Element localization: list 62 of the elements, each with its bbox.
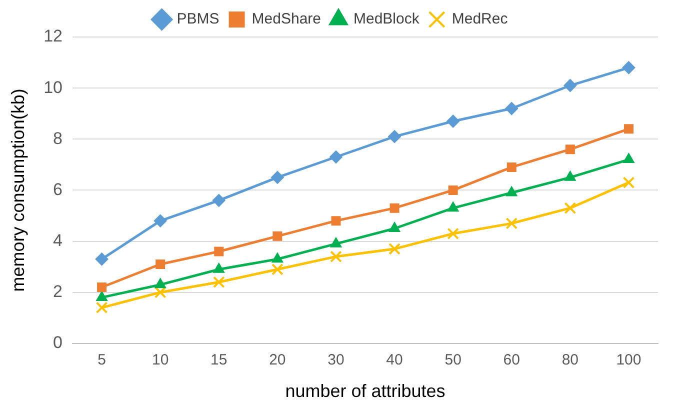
- legend-label: MedBlock: [354, 10, 420, 28]
- x-tick-label: 5: [98, 352, 106, 369]
- point: [331, 216, 341, 226]
- point: [448, 185, 458, 195]
- point: [446, 114, 460, 128]
- point: [390, 203, 400, 213]
- point: [156, 260, 166, 269]
- x-tick-label: 50: [444, 352, 462, 369]
- y-tick-label: 2: [53, 282, 63, 302]
- point: [214, 246, 224, 256]
- y-tick-label: 8: [53, 128, 63, 148]
- point: [330, 237, 342, 248]
- y-tick-label: 0: [53, 333, 63, 352]
- x-axis-title: number of attributes: [285, 381, 446, 402]
- point: [564, 170, 576, 181]
- point: [506, 186, 518, 196]
- point: [506, 217, 518, 230]
- x-tick-label: 30: [328, 352, 344, 369]
- legend-label: MedShare: [252, 10, 322, 28]
- x-tick-label: 10: [152, 352, 169, 369]
- point: [96, 302, 108, 314]
- y-axis-title: memory consumption(kb): [8, 88, 28, 292]
- point: [388, 222, 400, 232]
- point: [213, 262, 225, 273]
- x-tick-label: 40: [386, 352, 403, 369]
- point: [272, 252, 284, 263]
- point: [330, 250, 342, 263]
- y-tick-label: 4: [53, 230, 63, 250]
- point: [388, 130, 402, 144]
- point: [154, 214, 167, 228]
- y-tick-label: 6: [53, 180, 63, 199]
- point: [154, 278, 166, 288]
- point: [212, 194, 226, 207]
- point: [329, 150, 342, 164]
- legend-label: MedRec: [452, 10, 508, 28]
- point: [564, 79, 577, 92]
- point: [622, 176, 635, 188]
- point: [212, 276, 225, 288]
- point: [272, 231, 282, 241]
- point: [447, 228, 460, 240]
- y-tick-label: 12: [44, 26, 63, 46]
- point: [506, 162, 516, 172]
- point: [565, 144, 575, 154]
- point: [95, 252, 108, 266]
- point: [271, 263, 284, 276]
- x-tick-label: 60: [503, 352, 520, 369]
- point: [97, 282, 107, 292]
- point: [624, 124, 634, 134]
- x-tick-label: 15: [210, 352, 228, 369]
- legend-label: PBMS: [176, 10, 220, 28]
- point: [447, 202, 459, 212]
- point: [622, 61, 636, 74]
- point: [505, 102, 518, 115]
- point: [270, 170, 284, 184]
- point: [96, 290, 108, 301]
- x-tick-label: 20: [269, 352, 286, 369]
- point: [623, 153, 634, 164]
- point: [388, 242, 400, 255]
- y-tick-label: 10: [44, 78, 63, 97]
- point: [564, 202, 576, 214]
- x-tick-label: 100: [616, 352, 642, 369]
- x-tick-label: 80: [562, 352, 579, 369]
